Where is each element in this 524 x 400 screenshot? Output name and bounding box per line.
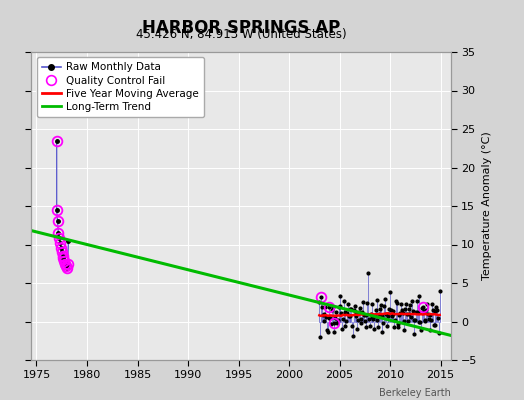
Text: Berkeley Earth: Berkeley Earth	[379, 388, 451, 398]
Legend: Raw Monthly Data, Quality Control Fail, Five Year Moving Average, Long-Term Tren: Raw Monthly Data, Quality Control Fail, …	[37, 57, 204, 117]
Title: HARBOR SPRINGS AP: HARBOR SPRINGS AP	[142, 18, 340, 36]
Y-axis label: Temperature Anomaly (°C): Temperature Anomaly (°C)	[482, 132, 492, 280]
Text: 45.426 N, 84.913 W (United States): 45.426 N, 84.913 W (United States)	[136, 28, 346, 41]
